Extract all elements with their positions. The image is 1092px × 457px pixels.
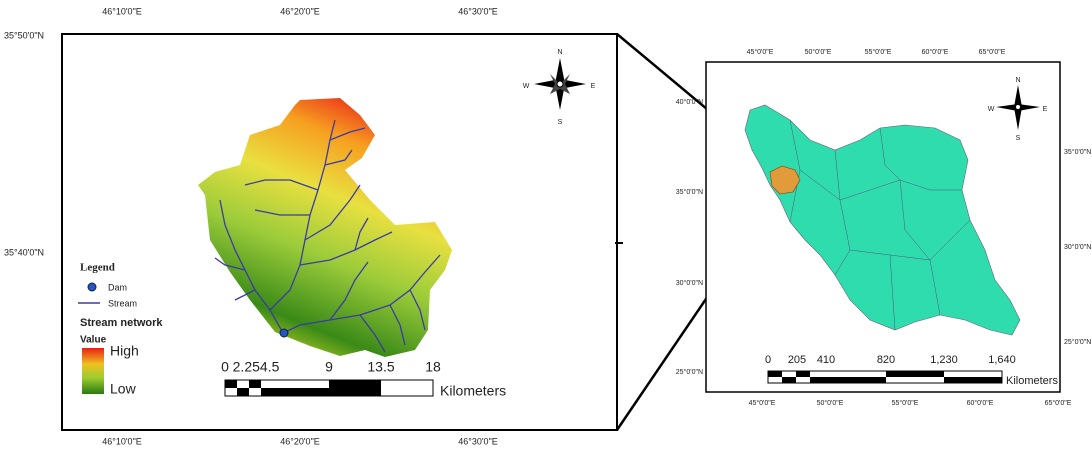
scale-unit: Kilometers <box>1006 375 1058 387</box>
legend-item: Stream <box>108 298 137 308</box>
compass-label: W <box>523 83 530 90</box>
lon-label: 45°0'0"E <box>747 48 774 56</box>
lat-label: 35°50'0"N <box>4 30 44 40</box>
lon-label: 50°0'0"E <box>817 399 844 407</box>
compass-label: W <box>988 106 995 113</box>
legend-title: Legend <box>80 262 115 274</box>
compass-label: E <box>1043 106 1048 113</box>
lon-label: 65°0'0"E <box>1045 399 1072 407</box>
scale-label: 1,640 <box>988 354 1016 366</box>
lon-label: 60°0'0"E <box>922 48 949 56</box>
lat-label: 35°0'0"N <box>1064 148 1091 156</box>
legend-low: Low <box>110 381 137 397</box>
scale-label: 18 <box>425 359 441 375</box>
legend-value: Value <box>80 335 107 346</box>
lon-label: 46°20'0"E <box>280 6 320 16</box>
scale-label: 9 <box>325 359 333 375</box>
lon-label: 46°30'0"E <box>458 436 498 446</box>
lon-label: 46°30'0"E <box>458 6 498 16</box>
scale-label: 2.254.5 <box>233 359 280 375</box>
lon-label: 46°10'0"E <box>102 6 142 16</box>
page: {"left_map": { "top_labels": ["46°10'0\"… <box>0 0 1092 457</box>
lon-label: 46°10'0"E <box>102 436 142 446</box>
lon-label: 46°20'0"E <box>280 436 320 446</box>
lat-label: 25°0'0"N <box>1064 338 1091 346</box>
scale-unit: Kilometers <box>440 383 506 399</box>
scale-label: 0 <box>221 359 229 375</box>
compass-label: E <box>591 83 596 90</box>
lon-label: 60°0'0"E <box>967 399 994 407</box>
scale-label: 205 <box>788 354 806 366</box>
compass-label: N <box>557 49 562 56</box>
scale-label: 820 <box>877 354 895 366</box>
lat-label: 35°40'0"N <box>4 247 44 257</box>
left-map: 46°10'0"E 46°20'0"E 46°30'0"E 46°10'0"E … <box>4 6 623 446</box>
figure: 46°10'0"E 46°20'0"E 46°30'0"E 46°10'0"E … <box>0 0 1092 452</box>
lon-label: 50°0'0"E <box>805 48 832 56</box>
lat-label: 30°0'0"N <box>1064 243 1091 251</box>
scale-label: 1,230 <box>930 354 958 366</box>
legend-item: Dam <box>108 282 127 292</box>
compass-label: S <box>558 119 563 126</box>
lon-label: 55°0'0"E <box>865 48 892 56</box>
right-map: 45°0'0"E 50°0'0"E 55°0'0"E 60°0'0"E 65°0… <box>676 48 1092 407</box>
lat-label: 25°0'0"N <box>676 368 703 376</box>
lat-label: 35°0'0"N <box>676 188 703 196</box>
lat-label: 40°0'0"N <box>676 98 703 106</box>
legend-high: High <box>110 343 139 359</box>
lat-label: 30°0'0"N <box>676 279 703 287</box>
scale-label: 13.5 <box>367 359 394 375</box>
scale-label: 0 <box>765 354 771 366</box>
compass-label: N <box>1015 77 1020 84</box>
dam-marker <box>280 329 288 337</box>
legend-subtitle: Stream network <box>80 317 163 329</box>
compass-label: S <box>1016 135 1021 142</box>
lon-label: 65°0'0"E <box>979 48 1006 56</box>
lon-label: 55°0'0"E <box>892 399 919 407</box>
scale-label: 410 <box>817 354 835 366</box>
lon-label: 45°0'0"E <box>749 399 776 407</box>
